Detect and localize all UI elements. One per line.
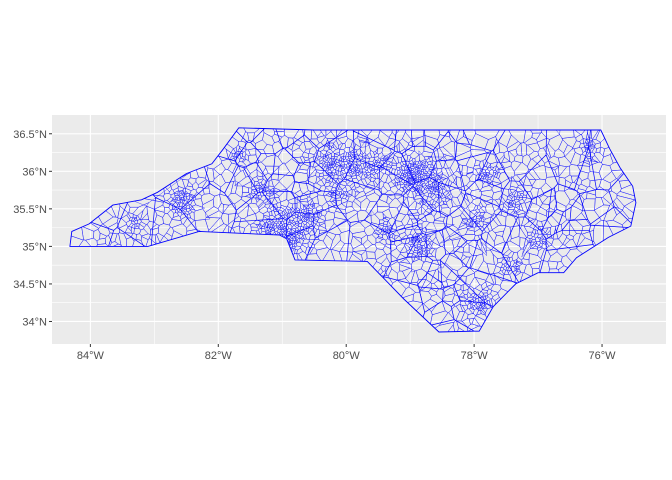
y-tick-label: 36°N [22, 166, 47, 178]
county-boundaries [69, 127, 636, 332]
state-outline [69, 127, 637, 333]
x-tick-label: 82°W [205, 350, 233, 362]
x-axis: 84°W 82°W 80°W 78°W 76°W [77, 344, 616, 362]
x-tick-label: 84°W [77, 350, 105, 362]
tract-polygons [69, 127, 636, 332]
x-tick-label: 78°W [461, 350, 489, 362]
x-tick-label: 76°W [589, 350, 617, 362]
y-tick-label: 35.5°N [13, 204, 47, 216]
y-tick-label: 35°N [22, 241, 47, 253]
y-tick-label: 34°N [22, 316, 47, 328]
y-tick-label: 34.5°N [13, 279, 47, 291]
y-axis: 34°N 34.5°N 35°N 35.5°N 36°N 36.5°N [13, 129, 52, 328]
tract-boundaries [69, 127, 636, 332]
x-tick-label: 80°W [333, 350, 361, 362]
y-tick-label: 36.5°N [13, 129, 47, 141]
